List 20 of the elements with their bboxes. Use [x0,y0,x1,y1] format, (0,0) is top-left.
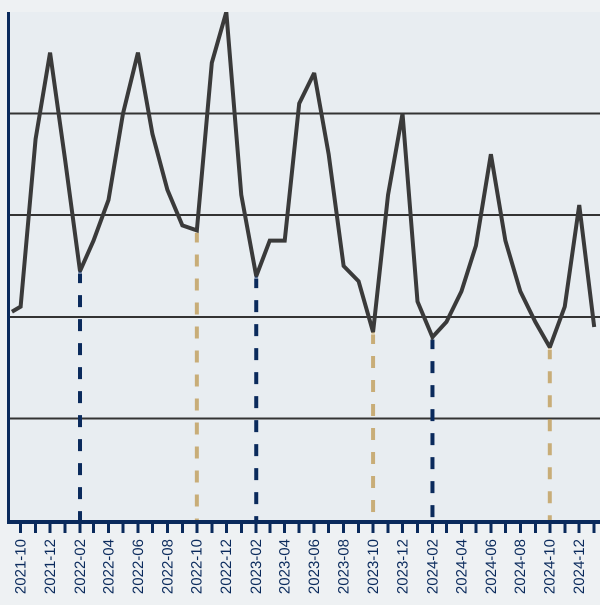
x-tick-label: 2021-10 [12,539,30,594]
x-tick-label: 2022-04 [100,539,118,594]
x-tick-label: 2022-02 [72,539,89,594]
x-tick-label: 2023-12 [394,539,412,594]
x-tick-label: 2024-02 [424,539,442,594]
x-tick-label: 2024-04 [453,539,470,594]
x-tick-label: 2024-10 [542,539,559,594]
x-tick-label: 2023-08 [336,539,353,594]
x-tick-label: 2023-04 [276,539,294,594]
x-tick-label: 2024-12 [571,539,588,594]
x-tick-label: 2022-08 [159,539,176,594]
x-tick-label: 2024-08 [512,539,530,594]
x-tick-label: 2022-06 [130,539,147,594]
x-tick-label: 2023-02 [248,539,266,594]
x-tick-label: 2024-06 [482,539,500,594]
x-tick-label: 2022-10 [188,539,206,594]
x-tick-label: 2023-10 [364,539,382,594]
x-tick-label: 2022-12 [218,539,236,594]
x-tick-label: 2023-06 [306,539,324,594]
x-tick-label: 2021-12 [42,539,59,594]
